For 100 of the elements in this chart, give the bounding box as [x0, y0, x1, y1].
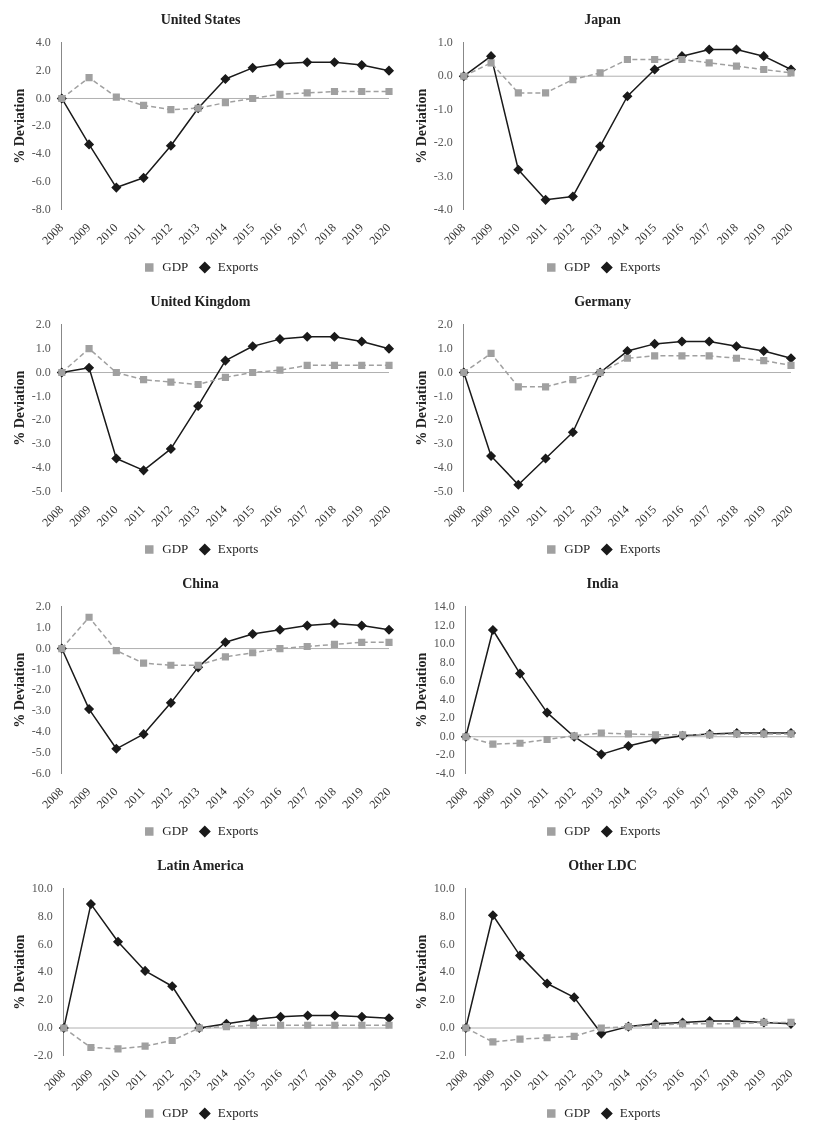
y-tick-label: 2.0 — [439, 710, 455, 725]
y-tick-label: -4.0 — [31, 146, 51, 161]
y-tick-label: 6.0 — [439, 673, 455, 688]
y-tick-label: 14.0 — [433, 598, 455, 613]
y-tick-label: 12.0 — [433, 617, 455, 632]
y-tick-label: 0.0 — [35, 640, 51, 655]
legend-label: GDP — [564, 258, 591, 274]
chart-title: India — [586, 576, 619, 592]
y-tick-label: 0.0 — [437, 68, 453, 83]
legend-label: Exports — [619, 822, 661, 838]
y-axis-title: % Deviation — [414, 88, 430, 164]
y-axis-title: % Deviation — [414, 652, 430, 728]
y-tick-label: -1.0 — [433, 101, 453, 116]
chart-title: Germany — [574, 294, 631, 310]
y-tick-label: 0.0 — [35, 90, 51, 105]
y-tick-label: 6.0 — [439, 936, 455, 951]
y-tick-label: 2.0 — [35, 62, 51, 77]
y-tick-label: 1.0 — [437, 340, 453, 355]
y-tick-label: -8.0 — [31, 202, 51, 216]
y-tick-label: 2.0 — [437, 316, 453, 331]
y-tick-label: 1.0 — [35, 619, 51, 634]
y-axis-title: % Deviation — [12, 370, 28, 446]
legend-label: GDP — [162, 540, 189, 556]
legend-label: Exports — [217, 1104, 259, 1120]
y-tick-label: 6.0 — [37, 936, 53, 951]
y-tick-label: -1.0 — [31, 388, 51, 403]
chart-title: Latin America — [157, 858, 244, 874]
chart-title: China — [182, 576, 219, 592]
y-axis-title: % Deviation — [414, 370, 430, 446]
y-tick-label: 10.0 — [433, 636, 455, 651]
y-tick-label: 1.0 — [35, 340, 51, 355]
y-axis-title: % Deviation — [12, 88, 28, 164]
legend-label: Exports — [619, 1104, 661, 1120]
x-tick-label: 2011 — [524, 784, 552, 811]
y-tick-label: 0.0 — [437, 364, 453, 379]
legend-label: Exports — [217, 540, 259, 556]
y-tick-label: 10.0 — [31, 880, 53, 895]
y-tick-label: -4.0 — [433, 460, 453, 475]
y-axis-title: % Deviation — [414, 934, 430, 1010]
y-tick-label: -3.0 — [433, 168, 453, 183]
y-axis-title: % Deviation — [12, 652, 28, 728]
y-tick-label: 10.0 — [433, 880, 455, 895]
y-tick-label: -2.0 — [31, 118, 51, 133]
y-tick-label: 1.0 — [437, 34, 453, 49]
y-tick-label: -2.0 — [31, 682, 51, 697]
y-tick-label: 8.0 — [439, 908, 455, 923]
y-tick-label: -2.0 — [433, 412, 453, 427]
chart-title: Other LDC — [568, 858, 637, 874]
chart-title: United States — [160, 12, 241, 28]
y-tick-label: -2.0 — [31, 412, 51, 427]
y-tick-label: 4.0 — [37, 964, 53, 979]
legend-label: GDP — [162, 1104, 189, 1120]
y-tick-label: 8.0 — [439, 654, 455, 669]
x-tick-label: 2011 — [121, 220, 148, 247]
y-tick-label: -4.0 — [31, 724, 51, 739]
y-tick-label: -2.0 — [435, 1048, 455, 1062]
y-tick-label: 2.0 — [37, 992, 53, 1007]
legend-label: GDP — [564, 822, 591, 838]
x-tick-label: 2011 — [523, 502, 550, 529]
y-tick-label: -6.0 — [31, 174, 51, 189]
y-tick-label: -5.0 — [433, 484, 453, 498]
y-tick-label: -6.0 — [31, 766, 51, 780]
y-tick-label: -5.0 — [31, 484, 51, 498]
y-tick-label: 0.0 — [37, 1020, 53, 1035]
y-tick-label: 8.0 — [37, 908, 53, 923]
legend-label: GDP — [564, 540, 591, 556]
y-tick-label: -4.0 — [435, 766, 455, 780]
y-tick-label: -3.0 — [31, 436, 51, 451]
y-tick-label: 0.0 — [439, 1020, 455, 1035]
y-tick-label: -2.0 — [33, 1048, 53, 1062]
legend-label: Exports — [619, 258, 661, 274]
y-tick-label: 0.0 — [35, 364, 51, 379]
x-tick-label: 2011 — [524, 1066, 552, 1093]
x-tick-label: 2011 — [121, 502, 148, 529]
y-tick-label: -4.0 — [433, 202, 453, 216]
chart-title: Japan — [584, 12, 621, 28]
legend-label: GDP — [162, 258, 189, 274]
chart-title: United Kingdom — [150, 294, 251, 310]
y-tick-label: 4.0 — [439, 691, 455, 706]
y-tick-label: -3.0 — [433, 436, 453, 451]
y-tick-label: 4.0 — [35, 34, 51, 49]
x-tick-label: 2011 — [121, 784, 148, 811]
y-tick-label: 2.0 — [35, 316, 51, 331]
y-tick-label: 4.0 — [439, 964, 455, 979]
legend-label: Exports — [619, 540, 661, 556]
y-tick-label: -1.0 — [433, 388, 453, 403]
x-tick-label: 2011 — [523, 220, 550, 247]
y-tick-label: 0.0 — [439, 728, 455, 743]
y-axis-title: % Deviation — [12, 934, 28, 1010]
y-tick-label: -2.0 — [435, 747, 455, 762]
x-tick-label: 2011 — [122, 1066, 150, 1093]
y-tick-label: -4.0 — [31, 460, 51, 475]
y-tick-label: -2.0 — [433, 135, 453, 150]
legend-label: GDP — [162, 822, 189, 838]
y-tick-label: -1.0 — [31, 661, 51, 676]
legend-label: Exports — [217, 258, 259, 274]
y-tick-label: -3.0 — [31, 703, 51, 718]
y-tick-label: -5.0 — [31, 745, 51, 760]
legend-label: Exports — [217, 822, 259, 838]
y-tick-label: 2.0 — [439, 992, 455, 1007]
